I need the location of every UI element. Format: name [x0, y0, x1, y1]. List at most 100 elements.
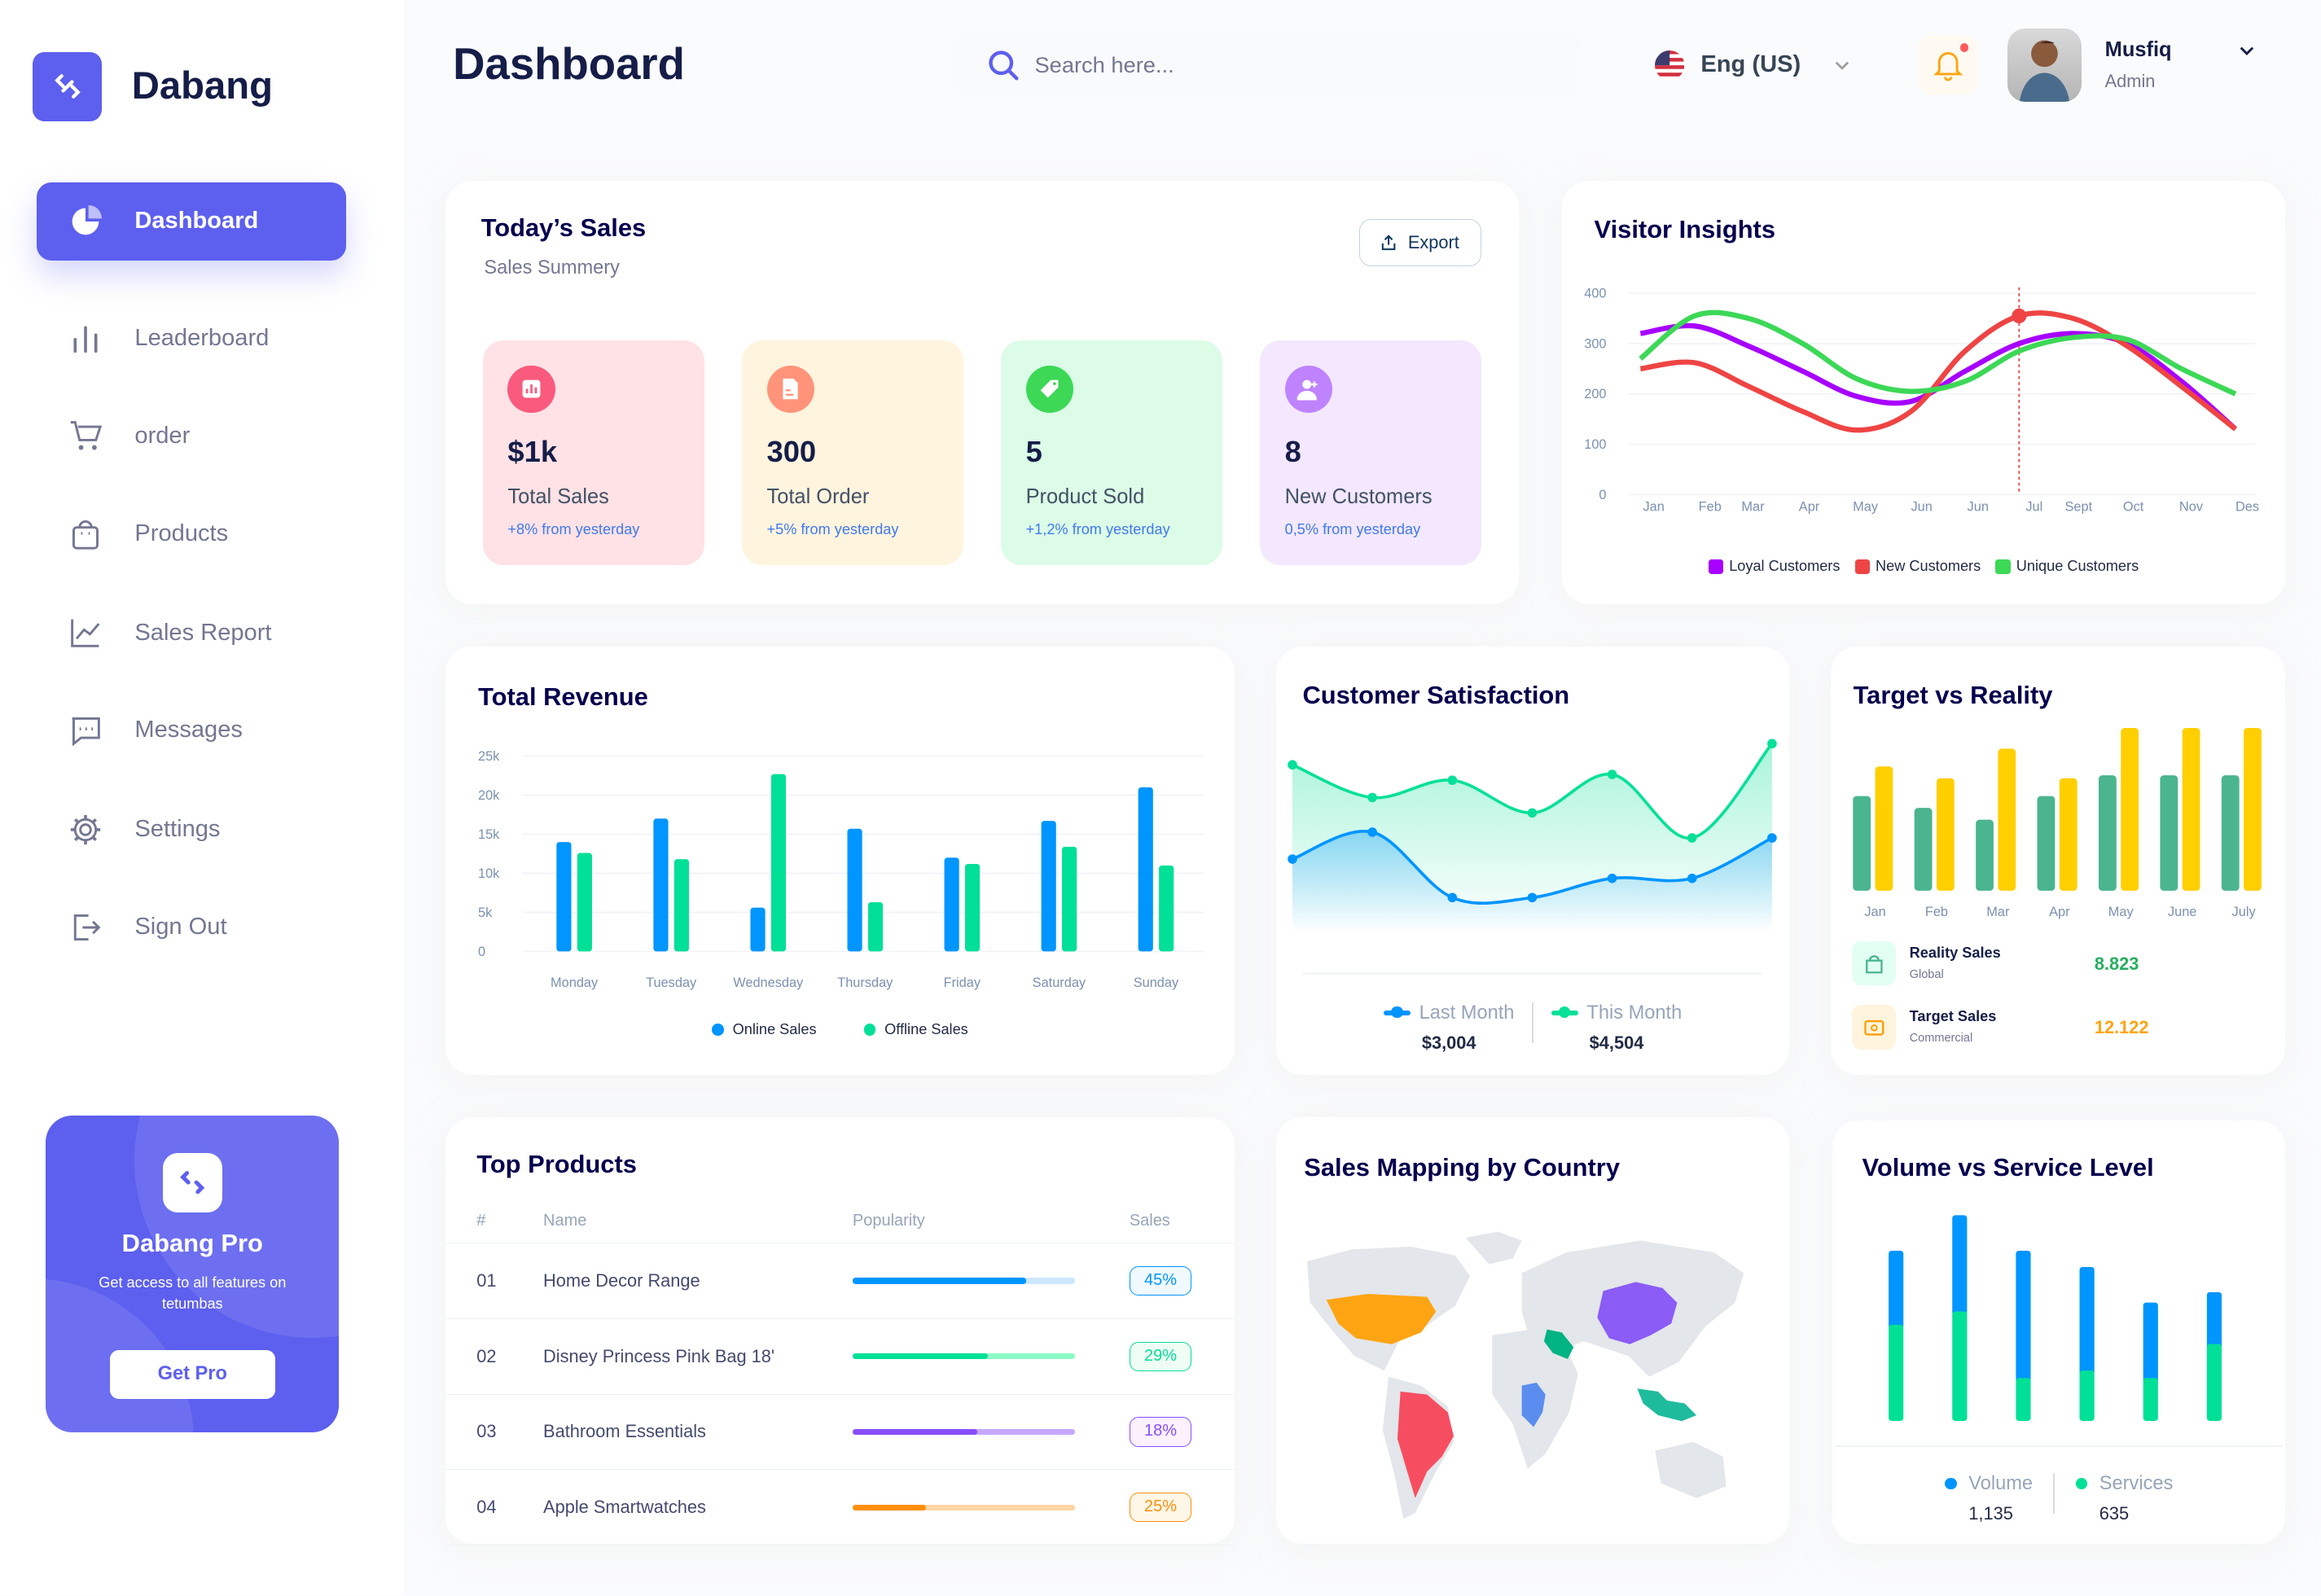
- y-tick-label: 0: [1599, 488, 1606, 502]
- bar-target-sales[interactable]: [1875, 766, 1893, 892]
- data-point[interactable]: [1287, 854, 1297, 865]
- y-tick-label: 25k: [478, 749, 500, 764]
- bar-reality-sales[interactable]: [2222, 775, 2240, 892]
- x-tick-label: July: [2232, 905, 2257, 919]
- bar-offline-sales[interactable]: [868, 902, 884, 952]
- bar-reality-sales[interactable]: [2037, 796, 2056, 892]
- chart-legend: Volume 1,135 Services 635: [1832, 1472, 2285, 1525]
- bar-target-sales[interactable]: [2060, 778, 2077, 892]
- map-land: [1306, 1231, 1744, 1519]
- sidebar-item-leaderboard[interactable]: Leaderboard: [37, 299, 346, 377]
- data-point[interactable]: [1367, 827, 1377, 838]
- x-tick-label: Des: [2235, 499, 2259, 514]
- table-row[interactable]: 02 Disney Princess Pink Bag 18' 29%: [445, 1318, 1235, 1395]
- map-region-brazil[interactable]: [1397, 1391, 1454, 1498]
- data-point[interactable]: [1607, 770, 1617, 780]
- user-menu-chevron-icon[interactable]: [2238, 45, 2256, 57]
- data-point[interactable]: [1766, 739, 1777, 749]
- data-point[interactable]: [1447, 775, 1457, 786]
- x-tick-label: Mar: [1741, 499, 1765, 514]
- legend-item: Offline Sales: [863, 1021, 968, 1038]
- bar-services[interactable]: [2016, 1378, 2031, 1421]
- bar-volume[interactable]: [2143, 1302, 2159, 1383]
- bar-offline-sales[interactable]: [1159, 866, 1174, 952]
- bar-reality-sales[interactable]: [2160, 775, 2178, 892]
- bar-target-sales[interactable]: [2244, 728, 2262, 892]
- bar-online-sales[interactable]: [1041, 821, 1056, 952]
- line-chart-icon: [71, 619, 100, 647]
- sidebar-item-products[interactable]: Products: [37, 494, 346, 572]
- get-pro-button[interactable]: Get Pro: [109, 1349, 276, 1399]
- bar-services[interactable]: [2207, 1344, 2222, 1421]
- map-region-china[interactable]: [1597, 1282, 1678, 1344]
- table-row[interactable]: 01 Home Decor Range 45%: [445, 1243, 1235, 1319]
- sidebar-item-sign-out[interactable]: Sign Out: [37, 888, 346, 967]
- data-point[interactable]: [1687, 833, 1697, 844]
- bar-reality-sales[interactable]: [1976, 819, 1994, 892]
- bar-online-sales[interactable]: [847, 829, 862, 952]
- popularity-bar: [852, 1278, 1075, 1284]
- bar-volume[interactable]: [1952, 1215, 1968, 1316]
- row-number: 04: [445, 1469, 544, 1546]
- bar-reality-sales[interactable]: [2099, 775, 2117, 892]
- map-region-usa[interactable]: [1326, 1293, 1437, 1344]
- data-point[interactable]: [1607, 874, 1617, 884]
- bar-reality-sales[interactable]: [1915, 808, 1933, 892]
- y-tick-label: 20k: [478, 788, 500, 803]
- data-point[interactable]: [1766, 833, 1777, 844]
- bar-volume[interactable]: [1889, 1250, 1904, 1330]
- brand-name: Dabang: [131, 64, 274, 108]
- bar-volume[interactable]: [2207, 1291, 2222, 1348]
- bar-online-sales[interactable]: [653, 818, 669, 952]
- data-point[interactable]: [1287, 760, 1297, 770]
- bar-offline-sales[interactable]: [1062, 847, 1077, 952]
- map-region-congo[interactable]: [1521, 1382, 1546, 1427]
- bar-services[interactable]: [1952, 1311, 1968, 1421]
- bar-target-sales[interactable]: [2121, 728, 2139, 892]
- export-button[interactable]: Export: [1358, 218, 1482, 267]
- sidebar-item-sales-report[interactable]: Sales Report: [37, 594, 346, 672]
- data-point[interactable]: [1447, 892, 1457, 903]
- world-map[interactable]: [1300, 1229, 1766, 1525]
- bar-services[interactable]: [1889, 1324, 1904, 1421]
- table-row[interactable]: 04 Apple Smartwatches 25%: [445, 1469, 1235, 1546]
- bar-offline-sales[interactable]: [965, 864, 981, 952]
- data-point[interactable]: [1527, 892, 1538, 903]
- sidebar-item-dashboard[interactable]: Dashboard: [37, 182, 347, 261]
- bar-reality-sales[interactable]: [1853, 796, 1871, 892]
- bar-services[interactable]: [2143, 1378, 2159, 1421]
- highlight-point[interactable]: [2011, 308, 2026, 323]
- bar-target-sales[interactable]: [1937, 778, 1955, 892]
- data-point[interactable]: [1527, 808, 1538, 818]
- bar-target-sales[interactable]: [1998, 748, 2016, 892]
- data-point[interactable]: [1687, 874, 1697, 884]
- language-selector[interactable]: Eng (US): [1655, 50, 1851, 81]
- sidebar-item-settings[interactable]: Settings: [37, 791, 346, 869]
- bar-online-sales[interactable]: [1138, 787, 1153, 952]
- bar-volume[interactable]: [2016, 1250, 2031, 1383]
- bar-online-sales[interactable]: [750, 907, 766, 952]
- logo[interactable]: [32, 51, 103, 122]
- bar-offline-sales[interactable]: [673, 859, 690, 952]
- bar-offline-sales[interactable]: [770, 774, 787, 952]
- notification-button[interactable]: [1918, 35, 1978, 95]
- data-point[interactable]: [1367, 792, 1377, 803]
- sidebar-item-order[interactable]: order: [37, 397, 346, 475]
- message-icon: [72, 717, 101, 747]
- bar-services[interactable]: [2079, 1370, 2095, 1421]
- avatar[interactable]: [2007, 28, 2082, 103]
- x-tick-label: Apr: [2049, 905, 2070, 919]
- sidebar-item-messages[interactable]: Messages: [37, 691, 346, 770]
- map-region-saudi-arabia[interactable]: [1543, 1329, 1574, 1359]
- search-input[interactable]: [1034, 51, 1524, 78]
- bar-online-sales[interactable]: [556, 842, 572, 952]
- table-row[interactable]: 03 Bathroom Essentials 18%: [445, 1394, 1235, 1471]
- map-region-indonesia[interactable]: [1637, 1388, 1696, 1421]
- bar-target-sales[interactable]: [2183, 728, 2200, 892]
- bar-volume[interactable]: [2079, 1266, 2095, 1375]
- bar-offline-sales[interactable]: [577, 853, 593, 952]
- ticket-icon: [1851, 1005, 1897, 1050]
- bar-online-sales[interactable]: [944, 857, 959, 952]
- x-tick-label: Sept: [2064, 499, 2092, 514]
- sidebar: Dabang Dashboard Leaderboard order Products…: [0, 0, 405, 1596]
